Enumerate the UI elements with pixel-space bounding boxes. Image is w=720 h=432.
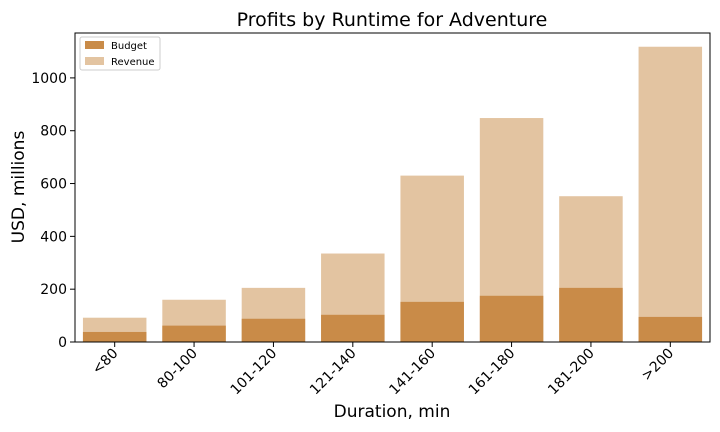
- bar-budget-5: [479, 295, 544, 342]
- bar-budget-2: [241, 318, 306, 342]
- x-tick-label-1: 80-100: [155, 346, 201, 392]
- bar-budget-4: [400, 301, 464, 342]
- y-axis: 0 200 400 600 800 1000: [31, 71, 75, 351]
- bar-budget-1: [162, 325, 226, 342]
- x-tick-label-5: 161-180: [466, 346, 519, 399]
- y-tick-label-1: 200: [40, 282, 67, 298]
- y-axis-label: USD, millions: [9, 131, 29, 244]
- x-tick-label-7: >200: [639, 346, 678, 385]
- y-tick-label-0: 0: [58, 335, 67, 351]
- plot-frame: [74, 32, 711, 343]
- x-tick-label-6: 181-200: [545, 346, 598, 399]
- x-tick-label-4: 141-160: [386, 346, 439, 399]
- legend: Budget Revenue: [79, 36, 161, 71]
- bar-budget-7: [638, 316, 703, 342]
- legend-swatch-revenue: [85, 57, 104, 65]
- y-tick-label-4: 800: [40, 124, 67, 140]
- x-axis: <80 80-100 101-120 121-140 141-160 161-180 181…: [89, 342, 677, 398]
- x-tick-label-3: 121-140: [307, 346, 360, 399]
- legend-label-revenue: Revenue: [111, 57, 155, 68]
- bars-layer: [82, 46, 703, 343]
- bar-budget-3: [321, 314, 385, 342]
- y-tick-label-2: 400: [40, 229, 67, 245]
- bar-budget-0: [82, 331, 147, 342]
- bar-revenue-7: [638, 46, 703, 342]
- x-tick-label-0: <80: [89, 346, 121, 378]
- y-tick-label-5: 1000: [31, 71, 67, 87]
- chart-title: Profits by Runtime for Adventure: [237, 9, 548, 31]
- bar-budget-6: [559, 287, 623, 342]
- y-tick-label-3: 600: [40, 177, 67, 193]
- legend-swatch-budget: [85, 41, 104, 49]
- x-tick-label-2: 101-120: [228, 346, 281, 399]
- x-axis-label: Duration, min: [334, 402, 451, 422]
- legend-label-budget: Budget: [111, 41, 147, 52]
